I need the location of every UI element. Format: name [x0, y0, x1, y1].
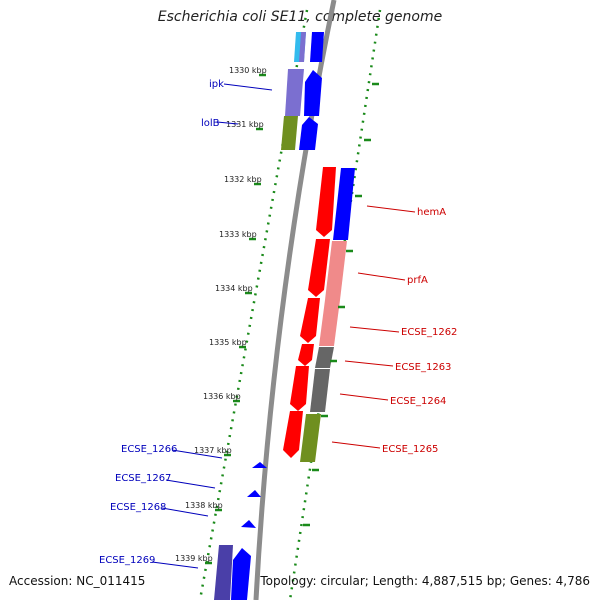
gene-block[interactable] — [333, 168, 355, 240]
scale-tick-label: 1333 kbp — [219, 230, 257, 239]
gene-block[interactable] — [299, 32, 306, 62]
gene-block[interactable] — [300, 414, 321, 462]
gene-block[interactable] — [283, 411, 303, 458]
scale-tick-label: 1335 kbp — [209, 338, 247, 347]
scale-tick-label: 1330 kbp — [229, 66, 267, 75]
gene-block[interactable] — [308, 239, 330, 297]
leader-line — [344, 360, 394, 367]
scale-tick-label: 1334 kbp — [215, 284, 253, 293]
leader-line — [171, 449, 223, 459]
gene-block[interactable] — [319, 300, 340, 346]
gene-label-hema[interactable]: hemA — [417, 207, 446, 218]
scale-tick-label: 1339 kbp — [175, 554, 213, 563]
leader-line — [331, 441, 381, 449]
scale-tick-label: 1338 kbp — [185, 501, 223, 510]
gene-label-ecse-1263[interactable]: ECSE_1263 — [395, 362, 451, 373]
gene-label-ecse-1266[interactable]: ECSE_1266 — [121, 444, 177, 455]
gene-block[interactable] — [290, 366, 309, 411]
gene-label-ecse-1265[interactable]: ECSE_1265 — [382, 444, 438, 455]
gene-block[interactable] — [231, 548, 251, 600]
gene-label-ecse-1262[interactable]: ECSE_1262 — [401, 327, 457, 338]
gene-label-prfa[interactable]: prfA — [407, 275, 428, 286]
gene-label-ecse-1267[interactable]: ECSE_1267 — [115, 473, 171, 484]
leader-line — [366, 205, 416, 213]
gene-block[interactable] — [214, 545, 233, 600]
gene-block[interactable] — [304, 70, 322, 116]
scale-tick-label: 1336 kbp — [203, 392, 241, 401]
scale-tick-label: 1337 kbp — [194, 446, 232, 455]
genome-summary: Topology: circular; Length: 4,887,515 bp… — [260, 574, 590, 588]
accession-label: Accession: NC_011415 — [9, 574, 146, 588]
gene-block[interactable] — [298, 344, 314, 366]
leader-line — [357, 272, 406, 281]
leader-line — [223, 83, 273, 91]
gene-block[interactable] — [281, 116, 298, 150]
gene-labels: ipk lolB ECSE_1266 ECSE_1267 ECSE_1268 ECSE_1… — [99, 79, 457, 569]
gene-block[interactable] — [252, 462, 267, 468]
leader-line — [165, 479, 216, 489]
gene-block[interactable] — [325, 241, 347, 300]
gene-label-lolb[interactable]: lolB — [201, 118, 220, 129]
leader-line — [349, 326, 400, 333]
gene-label-ipk[interactable]: ipk — [209, 79, 224, 90]
gene-label-ecse-1268[interactable]: ECSE_1268 — [110, 502, 166, 513]
outer-dotted-guide — [288, 9, 382, 600]
leader-line — [339, 393, 389, 401]
map-title: Escherichia coli SE11, complete genome — [157, 9, 443, 25]
outer-scale-ticks — [303, 82, 379, 527]
scale-ticks: 1330 kbp 1331 kbp 1332 kbp 1333 kbp 1334 kbp… — [175, 66, 267, 565]
gene-block[interactable] — [315, 347, 334, 368]
leader-line — [216, 121, 239, 125]
gene-block[interactable] — [310, 369, 330, 412]
gene-block[interactable] — [299, 117, 318, 150]
leader-line — [151, 561, 199, 569]
gene-block[interactable] — [285, 69, 304, 116]
gene-block[interactable] — [247, 490, 261, 497]
gene-block[interactable] — [316, 167, 336, 237]
gene-label-ecse-1264[interactable]: ECSE_1264 — [390, 396, 446, 407]
gene-label-ecse-1269[interactable]: ECSE_1269 — [99, 555, 155, 566]
gene-block[interactable] — [300, 298, 320, 343]
gene-block[interactable] — [241, 520, 256, 528]
leader-line — [161, 507, 209, 517]
scale-tick-label: 1331 kbp — [226, 120, 264, 129]
gene-block[interactable] — [310, 32, 324, 62]
scale-tick-label: 1332 kbp — [224, 175, 262, 184]
